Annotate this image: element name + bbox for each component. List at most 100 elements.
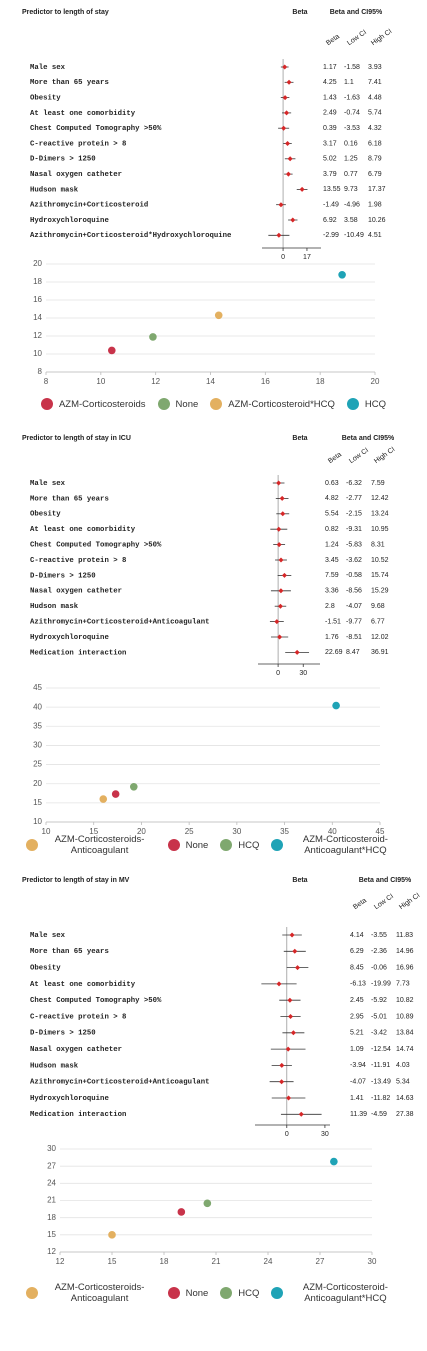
table-value: -2.99 xyxy=(323,232,339,239)
scatter-point xyxy=(214,311,223,320)
estimate-marker xyxy=(278,557,284,563)
estimate-marker xyxy=(277,603,283,609)
legend-swatch xyxy=(210,398,223,410)
table-value: 4.32 xyxy=(368,125,382,132)
column-header: Beta xyxy=(325,33,341,47)
legend-swatch xyxy=(220,1287,233,1299)
y-tick-label: 12 xyxy=(33,331,42,340)
row-label: Hydroxychloroquine xyxy=(30,634,109,642)
column-header: Beta xyxy=(327,451,343,465)
scatter-point xyxy=(108,1231,116,1239)
y-tick-label: 45 xyxy=(33,683,42,692)
table-value: 0.16 xyxy=(344,140,358,147)
row-label: Male sex xyxy=(30,64,66,72)
beta-header: Beta xyxy=(292,877,307,884)
y-tick-label: 30 xyxy=(33,741,42,750)
x-tick-label: 35 xyxy=(280,827,289,836)
legend-label: AZM-Corticosteroid-Anticoagulant*HCQ xyxy=(302,834,388,856)
x-tick-label: 18 xyxy=(316,377,325,386)
table-value: 5.34 xyxy=(396,1079,410,1086)
table-value: 8.79 xyxy=(368,156,382,163)
legend-swatch xyxy=(271,1287,284,1299)
table-value: 8.45 xyxy=(350,964,364,971)
table-value: 0.77 xyxy=(344,171,358,178)
y-tick-label: 40 xyxy=(33,702,42,711)
row-label: Hudson mask xyxy=(30,1062,79,1070)
table-value: 17.37 xyxy=(368,186,386,193)
estimate-marker xyxy=(287,156,293,162)
chart-title: Predictor to length of stay xyxy=(22,9,109,16)
estimate-marker xyxy=(280,511,286,517)
table-value: -4.07 xyxy=(350,1079,366,1086)
y-tick-label: 20 xyxy=(33,259,42,268)
x-tick-label: 27 xyxy=(316,1257,325,1266)
x-tick-label: 25 xyxy=(185,827,194,836)
table-value: -1.51 xyxy=(325,618,341,625)
estimate-marker xyxy=(276,542,282,548)
table-value: 6.29 xyxy=(350,948,364,955)
row-label: Azithromycin+Corticosteroid*Hydroxychlor… xyxy=(30,232,232,240)
estimate-marker xyxy=(279,495,285,501)
table-value: 11.39 xyxy=(350,1111,367,1118)
legend: AZM-Corticosteroids-Anticoagulant None HCQ… xyxy=(0,834,427,856)
estimate-marker xyxy=(287,997,293,1003)
legend-swatch xyxy=(220,839,233,851)
legend-label: None xyxy=(185,839,209,851)
x-tick-label: 18 xyxy=(160,1257,169,1266)
table-value: -3.55 xyxy=(371,932,387,939)
y-tick-label: 8 xyxy=(38,367,43,376)
table-value: -1.63 xyxy=(344,94,360,101)
y-tick-label: 18 xyxy=(47,1213,56,1222)
scatter-point xyxy=(129,782,138,791)
legend-item: None xyxy=(167,839,209,851)
table-value: -5.92 xyxy=(371,997,387,1004)
x-tick-label: 15 xyxy=(89,827,98,836)
estimate-marker xyxy=(282,95,288,101)
column-header: High CI xyxy=(370,28,393,47)
beta-header: Beta xyxy=(292,9,307,16)
table-value: -4.96 xyxy=(344,202,360,209)
scatter-point xyxy=(332,701,340,710)
table-value: 14.63 xyxy=(396,1095,414,1102)
table-value: -0.74 xyxy=(344,110,360,117)
estimate-marker xyxy=(286,79,292,85)
legend-item: AZM-Corticosteroid-Anticoagulant*HCQ xyxy=(271,1282,401,1304)
y-tick-label: 21 xyxy=(47,1196,56,1205)
row-label: Obesity xyxy=(30,511,61,519)
y-tick-label: 10 xyxy=(33,349,42,358)
table-value: 14.74 xyxy=(396,1046,414,1053)
y-tick-label: 15 xyxy=(47,1230,56,1239)
estimate-marker xyxy=(286,1095,292,1101)
x-tick-label: 10 xyxy=(96,377,105,386)
table-value: -0.06 xyxy=(371,964,387,971)
estimate-marker xyxy=(276,526,282,532)
scatter-point xyxy=(149,333,157,341)
table-value: 2.49 xyxy=(323,110,337,117)
legend-item: HCQ xyxy=(346,398,386,410)
table-value: 13.24 xyxy=(371,511,389,518)
table-value: 16.96 xyxy=(396,964,414,971)
row-label: Nasal oxygen catheter xyxy=(30,588,122,596)
table-value: 1.1 xyxy=(344,79,354,86)
row-label: More than 65 years xyxy=(30,79,109,87)
table-value: 3.17 xyxy=(323,140,337,147)
table-value: 5.74 xyxy=(368,110,382,117)
scatter-point xyxy=(330,1157,338,1166)
table-value: 1.76 xyxy=(325,634,339,641)
table-value: -3.94 xyxy=(350,1062,366,1069)
table-value: 2.95 xyxy=(350,1013,364,1020)
table-value: 5.02 xyxy=(323,156,337,163)
row-label: Azithromycin+Corticosteroid+Anticoagulan… xyxy=(30,1079,210,1087)
x-tick-label: 12 xyxy=(151,377,160,386)
table-value: 0.63 xyxy=(325,480,339,487)
table-value: 3.45 xyxy=(325,557,339,564)
estimate-marker xyxy=(285,141,291,146)
y-tick-label: 14 xyxy=(33,313,42,322)
table-value: 15.29 xyxy=(371,588,389,595)
row-label: Male sex xyxy=(30,480,66,488)
table-value: 27.38 xyxy=(396,1111,414,1118)
table-value: 12.02 xyxy=(371,634,389,641)
estimate-marker xyxy=(278,202,284,208)
row-label: D-Dimers > 1250 xyxy=(30,1030,96,1038)
legend-label: HCQ xyxy=(238,1287,260,1299)
